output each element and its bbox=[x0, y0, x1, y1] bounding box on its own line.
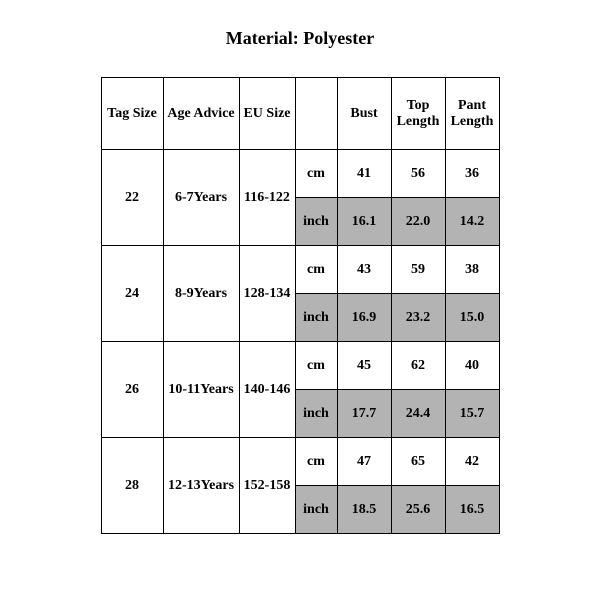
cell-eu: 140-146 bbox=[239, 342, 295, 438]
cell-unit-inch: inch bbox=[295, 390, 337, 438]
cell-bust-cm: 43 bbox=[337, 246, 391, 294]
cell-pant-cm: 36 bbox=[445, 150, 499, 198]
table-row: 24 8-9Years 128-134 cm 43 59 38 bbox=[101, 246, 499, 294]
cell-age: 12-13Years bbox=[163, 438, 239, 534]
cell-age: 10-11Years bbox=[163, 342, 239, 438]
table-row: 22 6-7Years 116-122 cm 41 56 36 bbox=[101, 150, 499, 198]
cell-unit-cm: cm bbox=[295, 246, 337, 294]
cell-unit-cm: cm bbox=[295, 150, 337, 198]
cell-bust-inch: 17.7 bbox=[337, 390, 391, 438]
col-eu-size: EU Size bbox=[239, 78, 295, 150]
cell-pant-cm: 40 bbox=[445, 342, 499, 390]
col-tag-size: Tag Size bbox=[101, 78, 163, 150]
cell-bust-inch: 16.9 bbox=[337, 294, 391, 342]
cell-unit-inch: inch bbox=[295, 486, 337, 534]
cell-pant-cm: 38 bbox=[445, 246, 499, 294]
page-title: Material: Polyester bbox=[0, 28, 600, 49]
cell-tag: 24 bbox=[101, 246, 163, 342]
col-bust: Bust bbox=[337, 78, 391, 150]
cell-unit-inch: inch bbox=[295, 198, 337, 246]
size-table: Tag Size Age Advice EU Size Bust Top Len… bbox=[101, 77, 500, 534]
cell-bust-inch: 18.5 bbox=[337, 486, 391, 534]
cell-eu: 128-134 bbox=[239, 246, 295, 342]
cell-top-inch: 24.4 bbox=[391, 390, 445, 438]
cell-bust-cm: 41 bbox=[337, 150, 391, 198]
col-unit bbox=[295, 78, 337, 150]
cell-top-cm: 62 bbox=[391, 342, 445, 390]
cell-pant-inch: 14.2 bbox=[445, 198, 499, 246]
cell-top-inch: 22.0 bbox=[391, 198, 445, 246]
cell-top-inch: 23.2 bbox=[391, 294, 445, 342]
cell-top-cm: 65 bbox=[391, 438, 445, 486]
cell-tag: 28 bbox=[101, 438, 163, 534]
table-body: 22 6-7Years 116-122 cm 41 56 36 inch 16.… bbox=[101, 150, 499, 534]
col-age-advice: Age Advice bbox=[163, 78, 239, 150]
cell-bust-cm: 45 bbox=[337, 342, 391, 390]
col-pant-length: Pant Length bbox=[445, 78, 499, 150]
cell-unit-inch: inch bbox=[295, 294, 337, 342]
cell-pant-cm: 42 bbox=[445, 438, 499, 486]
cell-bust-cm: 47 bbox=[337, 438, 391, 486]
cell-top-cm: 59 bbox=[391, 246, 445, 294]
table-row: 26 10-11Years 140-146 cm 45 62 40 bbox=[101, 342, 499, 390]
cell-pant-inch: 16.5 bbox=[445, 486, 499, 534]
cell-unit-cm: cm bbox=[295, 438, 337, 486]
cell-age: 8-9Years bbox=[163, 246, 239, 342]
cell-age: 6-7Years bbox=[163, 150, 239, 246]
header-row: Tag Size Age Advice EU Size Bust Top Len… bbox=[101, 78, 499, 150]
cell-tag: 26 bbox=[101, 342, 163, 438]
cell-unit-cm: cm bbox=[295, 342, 337, 390]
cell-pant-inch: 15.0 bbox=[445, 294, 499, 342]
cell-top-cm: 56 bbox=[391, 150, 445, 198]
cell-top-inch: 25.6 bbox=[391, 486, 445, 534]
col-top-length: Top Length bbox=[391, 78, 445, 150]
cell-eu: 152-158 bbox=[239, 438, 295, 534]
cell-eu: 116-122 bbox=[239, 150, 295, 246]
table-row: 28 12-13Years 152-158 cm 47 65 42 bbox=[101, 438, 499, 486]
cell-pant-inch: 15.7 bbox=[445, 390, 499, 438]
cell-bust-inch: 16.1 bbox=[337, 198, 391, 246]
cell-tag: 22 bbox=[101, 150, 163, 246]
page: Material: Polyester Tag Size Age Advice … bbox=[0, 0, 600, 600]
